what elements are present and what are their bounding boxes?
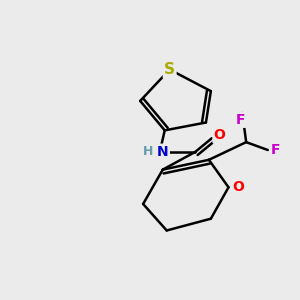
Text: O: O	[214, 128, 226, 142]
Text: F: F	[236, 112, 245, 127]
Text: O: O	[232, 180, 244, 194]
Text: N: N	[157, 145, 169, 159]
Text: S: S	[164, 62, 175, 77]
Text: H: H	[143, 146, 153, 158]
Text: F: F	[271, 143, 281, 157]
